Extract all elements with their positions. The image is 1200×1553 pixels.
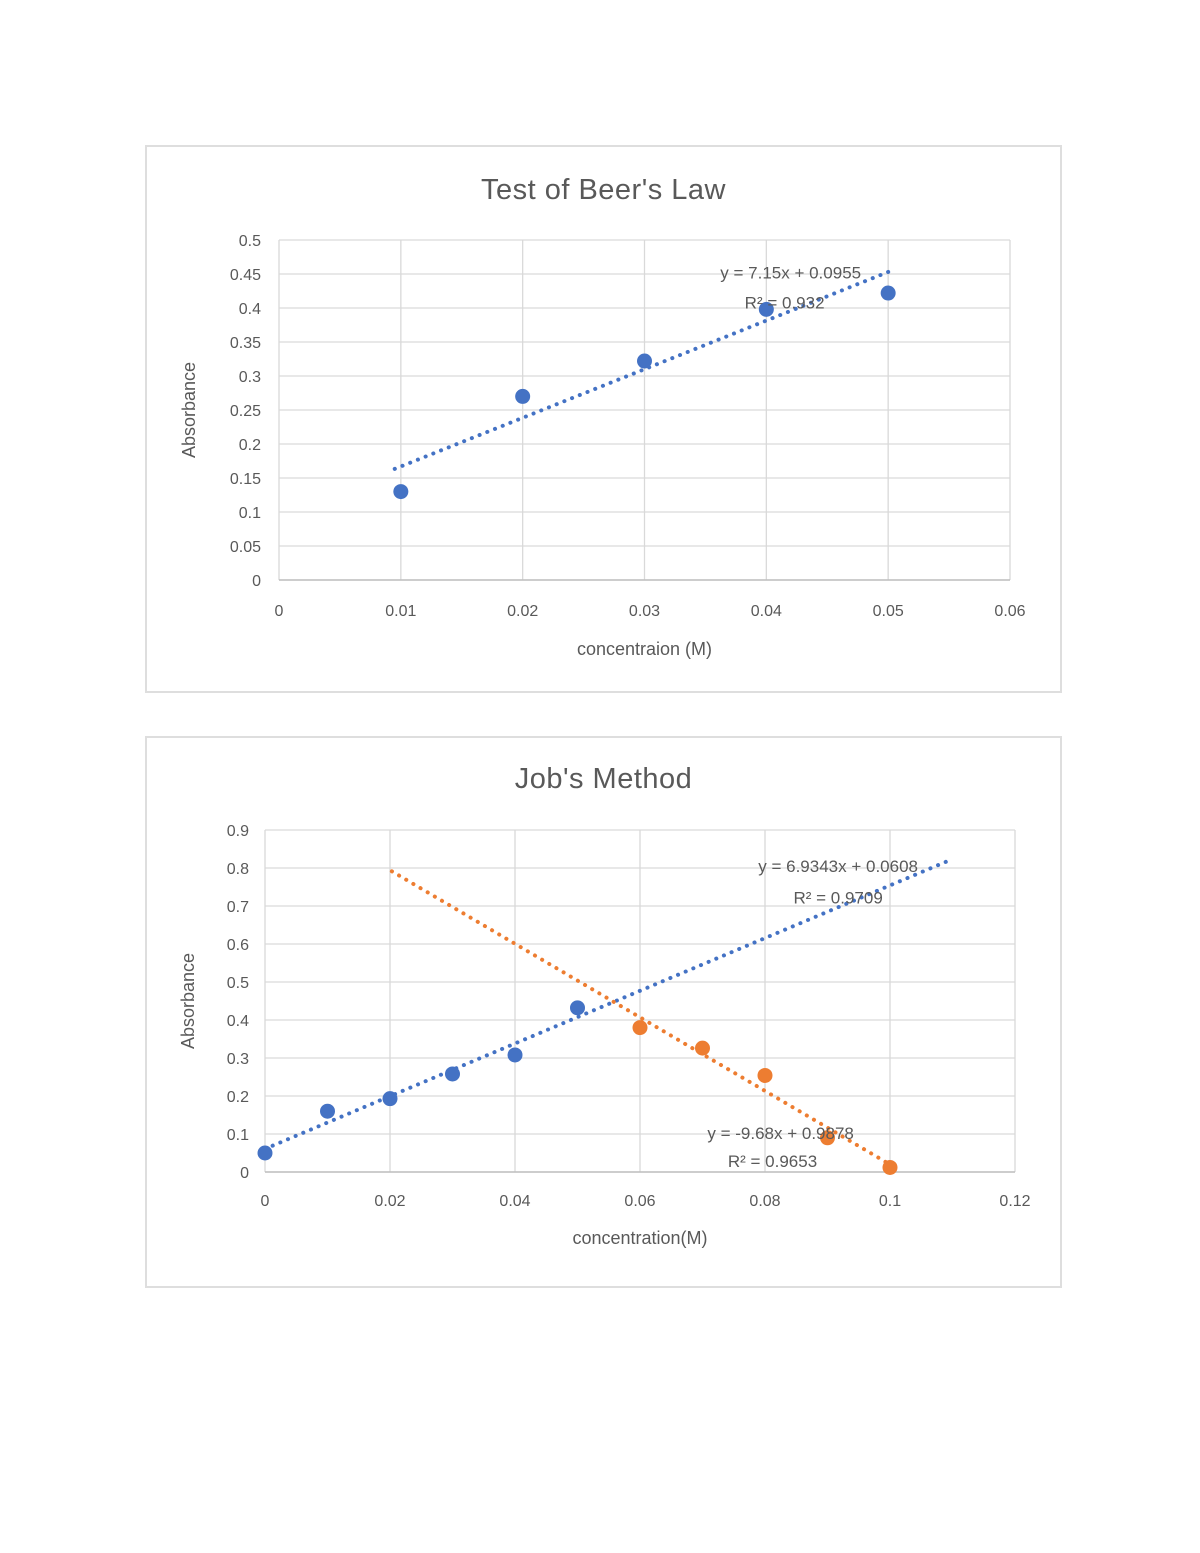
x-axis-tick-label: 0.05 bbox=[873, 603, 904, 620]
y-axis-tick-label: 0.8 bbox=[227, 861, 249, 878]
x-axis-tick-label: 0.06 bbox=[624, 1193, 655, 1210]
x-axis-tick-label: 0.12 bbox=[999, 1193, 1030, 1210]
y-axis-tick-label: 0.4 bbox=[239, 301, 261, 318]
increasing-series-data-point bbox=[382, 1091, 398, 1107]
increasing-series-data-point bbox=[507, 1047, 523, 1063]
y-axis-tick-label: 0.2 bbox=[227, 1089, 249, 1106]
y-axis-title: Absorbance bbox=[178, 953, 198, 1049]
decreasing-series-data-point bbox=[820, 1130, 835, 1146]
decreasing-series-trendline bbox=[389, 869, 899, 1171]
y-axis-tick-label: 0.5 bbox=[227, 975, 249, 992]
decreasing-series-data-point bbox=[695, 1040, 710, 1056]
y-axis-tick-label: 0.6 bbox=[227, 937, 249, 954]
beers-law-chart-frame: 0 0.01 0.02 0.03 0.04 0.05 0.06 0 0.05 0.1 0.15 0.2… bbox=[145, 145, 1062, 693]
y-axis-tick-label: 0.4 bbox=[227, 1013, 249, 1030]
y-axis-tick-label: 0.1 bbox=[227, 1127, 249, 1144]
absorbance-trendline bbox=[392, 267, 897, 471]
y-axis-tick-label: 0.3 bbox=[227, 1051, 249, 1068]
increasing-series-data-point bbox=[570, 1000, 585, 1016]
increasing-series-equation-label: R² = 0.9709 bbox=[793, 889, 882, 908]
chart-title: Job's Method bbox=[515, 763, 693, 795]
jobs-method-plot: 0 0.02 0.04 0.06 0.08 0.1 0.12 0 0.1 0.2 0.3 0.4 0.5… bbox=[178, 763, 1031, 1248]
increasing-series-trendline bbox=[263, 858, 952, 1151]
y-axis-tick-label: 0.2 bbox=[239, 437, 261, 454]
y-axis-title: Absorbance bbox=[179, 362, 199, 458]
y-axis-tick-label: 0.1 bbox=[239, 505, 261, 522]
x-axis-tick-label: 0.01 bbox=[385, 603, 416, 620]
absorbance-equation-label: R² = 0.932 bbox=[745, 294, 825, 313]
x-axis-tick-label: 0.08 bbox=[749, 1193, 780, 1210]
absorbance-data-point bbox=[637, 353, 652, 369]
absorbance-data-point bbox=[515, 388, 531, 404]
y-axis-tick-label: 0.5 bbox=[239, 233, 261, 250]
decreasing-series-equation-label: y = -9.68x + 0.9878 bbox=[707, 1124, 854, 1143]
x-axis-title: concentraion (M) bbox=[577, 639, 712, 659]
x-axis-tick-label: 0 bbox=[275, 603, 284, 620]
jobs-method-chart-frame: 0 0.02 0.04 0.06 0.08 0.1 0.12 0 0.1 0.2 0.3 0.4 0.5… bbox=[145, 736, 1062, 1288]
x-axis-tick-label: 0.04 bbox=[499, 1193, 530, 1210]
y-axis-tick-label: 0.9 bbox=[227, 823, 249, 840]
y-axis-tick-label: 0.25 bbox=[230, 403, 261, 420]
x-axis-tick-label: 0.03 bbox=[629, 603, 660, 620]
x-axis-tick-label: 0.06 bbox=[994, 603, 1025, 620]
x-axis-title: concentration(M) bbox=[572, 1228, 707, 1248]
y-axis-tick-label: 0.3 bbox=[239, 369, 261, 386]
decreasing-series-data-point bbox=[882, 1159, 898, 1175]
absorbance-data-point bbox=[393, 484, 409, 500]
absorbance-data-point bbox=[758, 301, 774, 317]
y-axis-tick-label: 0.35 bbox=[230, 335, 261, 352]
x-axis-tick-label: 0 bbox=[261, 1193, 270, 1210]
increasing-series-data-point bbox=[257, 1145, 273, 1161]
y-axis-tick-label: 0 bbox=[240, 1165, 249, 1182]
decreasing-series-data-point bbox=[757, 1067, 773, 1083]
y-axis-tick-label: 0.45 bbox=[230, 267, 261, 284]
y-axis-tick-label: 0.05 bbox=[230, 539, 261, 556]
increasing-series-data-point bbox=[445, 1066, 460, 1082]
x-axis-tick-label: 0.02 bbox=[507, 603, 538, 620]
x-axis-tick-label: 0.04 bbox=[751, 603, 782, 620]
y-axis-tick-label: 0.7 bbox=[227, 899, 249, 916]
decreasing-series-equation-label: R² = 0.9653 bbox=[728, 1152, 817, 1171]
increasing-series-data-point bbox=[320, 1103, 335, 1119]
increasing-series-equation-label: y = 6.9343x + 0.0608 bbox=[758, 857, 918, 876]
absorbance-equation-label: y = 7.15x + 0.0955 bbox=[720, 264, 861, 283]
x-axis-tick-label: 0.1 bbox=[879, 1193, 901, 1210]
absorbance-data-point bbox=[880, 285, 896, 301]
x-axis-tick-label: 0.02 bbox=[374, 1193, 405, 1210]
decreasing-series-data-point bbox=[632, 1020, 648, 1036]
beers-law-plot: 0 0.01 0.02 0.03 0.04 0.05 0.06 0 0.05 0.1 0.15 0.2… bbox=[179, 174, 1026, 659]
y-axis-tick-label: 0 bbox=[252, 573, 261, 590]
y-axis-tick-label: 0.15 bbox=[230, 471, 261, 488]
chart-title: Test of Beer's Law bbox=[481, 174, 727, 206]
